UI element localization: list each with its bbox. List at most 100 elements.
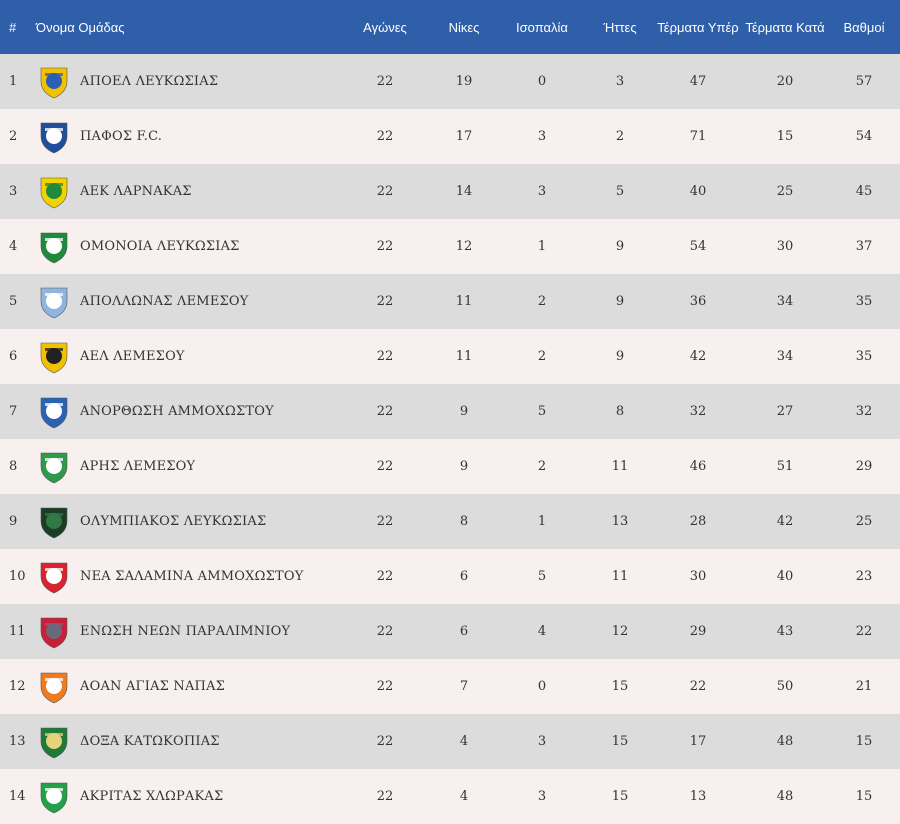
team-link[interactable]: ΝΕΑ ΣΑΛΑΜΙΝΑ ΑΜΜΟΧΩΣΤΟΥ [34,559,340,595]
team-name[interactable]: ΟΜΟΝΟΙΑ ΛΕΥΚΩΣΙΑΣ [80,239,240,254]
team-name[interactable]: ΟΛΥΜΠΙΑΚΟΣ ΛΕΥΚΩΣΙΑΣ [80,514,267,529]
team-cell[interactable]: ΑΕΚ ΛΑΡΝΑΚΑΣ [34,164,340,219]
losses-cell: 15 [611,734,629,749]
table-row[interactable]: 2 ΠΑΦΟΣ F.C. 22 17 3 2 71 15 54 [0,109,900,164]
rank-cell: 12 [9,679,26,694]
points-cell: 25 [855,514,873,529]
team-cell[interactable]: ΑΟΑΝ ΑΓΙΑΣ ΝΑΠΑΣ [34,659,340,714]
team-link[interactable]: ΑΡΗΣ ΛΕΜΕΣΟΥ [34,449,340,485]
table-row[interactable]: 7 ΑΝΟΡΘΩΣΗ ΑΜΜΟΧΩΣΤΟΥ 22 9 5 8 32 27 32 [0,384,900,439]
team-cell[interactable]: ΝΕΑ ΣΑΛΑΜΙΝΑ ΑΜΜΟΧΩΣΤΟΥ [34,549,340,604]
losses-cell: 5 [615,184,625,199]
wins-cell: 14 [455,184,473,199]
points-cell: 57 [855,74,873,89]
played-cell: 22 [376,184,394,199]
table-row[interactable]: 11 ΕΝΩΣΗ ΝΕΩΝ ΠΑΡΑΛΙΜΝΙΟΥ 22 6 4 12 29 4… [0,604,900,659]
rank-cell: 7 [9,404,18,419]
table-row[interactable]: 12 ΑΟΑΝ ΑΓΙΑΣ ΝΑΠΑΣ 22 7 0 15 22 50 21 [0,659,900,714]
team-cell[interactable]: ΔΟΞΑ ΚΑΤΩΚΟΠΙΑΣ [34,714,340,769]
team-link[interactable]: ΑΠΟΛΛΩΝΑΣ ΛΕΜΕΣΟΥ [34,284,340,320]
team-cell[interactable]: ΑΚΡΙΤΑΣ ΧΛΩΡΑΚΑΣ [34,769,340,824]
team-link[interactable]: ΑΝΟΡΘΩΣΗ ΑΜΜΟΧΩΣΤΟΥ [34,394,340,430]
draws-cell: 2 [537,459,547,474]
goals-against-cell: 50 [776,679,794,694]
table-row[interactable]: 4 ΟΜΟΝΟΙΑ ΛΕΥΚΩΣΙΑΣ 22 12 1 9 54 30 37 [0,219,900,274]
team-name[interactable]: ΕΝΩΣΗ ΝΕΩΝ ΠΑΡΑΛΙΜΝΙΟΥ [80,624,291,639]
table-row[interactable]: 3 ΑΕΚ ΛΑΡΝΑΚΑΣ 22 14 3 5 40 25 45 [0,164,900,219]
points-cell: 21 [855,679,873,694]
table-row[interactable]: 14 ΑΚΡΙΤΑΣ ΧΛΩΡΑΚΑΣ 22 4 3 15 13 48 15 [0,769,900,824]
played-cell: 22 [376,679,394,694]
team-name[interactable]: ΑΡΗΣ ΛΕΜΕΣΟΥ [80,459,196,474]
header-draws: Ισοπαλία [516,19,568,35]
wins-cell: 12 [455,239,473,254]
draws-cell: 0 [537,74,547,89]
goals-against-cell: 48 [776,789,794,804]
goals-for-cell: 32 [689,404,707,419]
team-cell[interactable]: ΑΠΟΕΛ ΛΕΥΚΩΣΙΑΣ [34,54,340,109]
table-row[interactable]: 8 ΑΡΗΣ ΛΕΜΕΣΟΥ 22 9 2 11 46 51 29 [0,439,900,494]
team-link[interactable]: ΑΚΡΙΤΑΣ ΧΛΩΡΑΚΑΣ [34,779,340,815]
team-name[interactable]: ΝΕΑ ΣΑΛΑΜΙΝΑ ΑΜΜΟΧΩΣΤΟΥ [80,569,304,584]
played-cell: 22 [376,404,394,419]
table-row[interactable]: 6 ΑΕΛ ΛΕΜΕΣΟΥ 22 11 2 9 42 34 35 [0,329,900,384]
team-link[interactable]: ΟΜΟΝΟΙΑ ΛΕΥΚΩΣΙΑΣ [34,229,340,265]
rank-cell: 9 [9,514,18,529]
goals-against-cell: 25 [776,184,794,199]
team-cell[interactable]: ΑΠΟΛΛΩΝΑΣ ΛΕΜΕΣΟΥ [34,274,340,329]
points-cell: 35 [855,294,873,309]
losses-cell: 9 [615,349,625,364]
rank-cell: 3 [9,184,18,199]
team-link[interactable]: ΠΑΦΟΣ F.C. [34,119,340,155]
team-link[interactable]: ΕΝΩΣΗ ΝΕΩΝ ΠΑΡΑΛΙΜΝΙΟΥ [34,614,340,650]
team-cell[interactable]: ΟΜΟΝΟΙΑ ΛΕΥΚΩΣΙΑΣ [34,219,340,274]
team-name[interactable]: ΑΕΛ ΛΕΜΕΣΟΥ [80,349,185,364]
team-link[interactable]: ΟΛΥΜΠΙΑΚΟΣ ΛΕΥΚΩΣΙΑΣ [34,504,340,540]
goals-against-cell: 42 [776,514,794,529]
team-link[interactable]: ΑΕΚ ΛΑΡΝΑΚΑΣ [34,174,340,210]
rank-cell: 13 [9,734,26,749]
akritas-crest-icon [40,782,68,813]
goals-for-cell: 71 [689,129,707,144]
team-link[interactable]: ΔΟΞΑ ΚΑΤΩΚΟΠΙΑΣ [34,724,340,760]
table-row[interactable]: 10 ΝΕΑ ΣΑΛΑΜΙΝΑ ΑΜΜΟΧΩΣΤΟΥ 22 6 5 11 30 … [0,549,900,604]
table-row[interactable]: 1 ΑΠΟΕΛ ΛΕΥΚΩΣΙΑΣ 22 19 0 3 47 20 57 [0,54,900,109]
team-name[interactable]: ΑΚΡΙΤΑΣ ΧΛΩΡΑΚΑΣ [80,789,224,804]
losses-cell: 15 [611,789,629,804]
aoan-crest-icon [40,672,68,703]
team-cell[interactable]: ΑΕΛ ΛΕΜΕΣΟΥ [34,329,340,384]
header-losses: Ήττες [603,19,637,35]
team-cell[interactable]: ΟΛΥΜΠΙΑΚΟΣ ΛΕΥΚΩΣΙΑΣ [34,494,340,549]
rank-cell: 8 [9,459,18,474]
draws-cell: 2 [537,349,547,364]
wins-cell: 9 [459,404,469,419]
team-cell[interactable]: ΑΡΗΣ ΛΕΜΕΣΟΥ [34,439,340,494]
points-cell: 15 [855,789,873,804]
team-cell[interactable]: ΑΝΟΡΘΩΣΗ ΑΜΜΟΧΩΣΤΟΥ [34,384,340,439]
table-row[interactable]: 5 ΑΠΟΛΛΩΝΑΣ ΛΕΜΕΣΟΥ 22 11 2 9 36 34 35 [0,274,900,329]
team-name[interactable]: ΑΟΑΝ ΑΓΙΑΣ ΝΑΠΑΣ [80,679,226,694]
draws-cell: 2 [537,294,547,309]
points-cell: 29 [855,459,873,474]
team-link[interactable]: ΑΟΑΝ ΑΓΙΑΣ ΝΑΠΑΣ [34,669,340,705]
team-link[interactable]: ΑΠΟΕΛ ΛΕΥΚΩΣΙΑΣ [34,64,340,100]
draws-cell: 4 [537,624,547,639]
points-cell: 32 [855,404,873,419]
team-name[interactable]: ΑΕΚ ΛΑΡΝΑΚΑΣ [80,184,192,199]
team-cell[interactable]: ΕΝΩΣΗ ΝΕΩΝ ΠΑΡΑΛΙΜΝΙΟΥ [34,604,340,659]
played-cell: 22 [376,459,394,474]
played-cell: 22 [376,734,394,749]
team-name[interactable]: ΑΝΟΡΘΩΣΗ ΑΜΜΟΧΩΣΤΟΥ [80,404,274,419]
played-cell: 22 [376,294,394,309]
table-row[interactable]: 9 ΟΛΥΜΠΙΑΚΟΣ ΛΕΥΚΩΣΙΑΣ 22 8 1 13 28 42 2… [0,494,900,549]
team-name[interactable]: ΔΟΞΑ ΚΑΤΩΚΟΠΙΑΣ [80,734,220,749]
team-name[interactable]: ΑΠΟΕΛ ΛΕΥΚΩΣΙΑΣ [80,74,219,89]
enp-crest-icon [40,617,68,648]
team-link[interactable]: ΑΕΛ ΛΕΜΕΣΟΥ [34,339,340,375]
table-row[interactable]: 13 ΔΟΞΑ ΚΑΤΩΚΟΠΙΑΣ 22 4 3 15 17 48 15 [0,714,900,769]
points-cell: 54 [855,129,873,144]
team-name[interactable]: ΠΑΦΟΣ F.C. [80,129,163,144]
team-name[interactable]: ΑΠΟΛΛΩΝΑΣ ΛΕΜΕΣΟΥ [80,294,249,309]
team-cell[interactable]: ΠΑΦΟΣ F.C. [34,109,340,164]
goals-against-cell: 34 [776,349,794,364]
